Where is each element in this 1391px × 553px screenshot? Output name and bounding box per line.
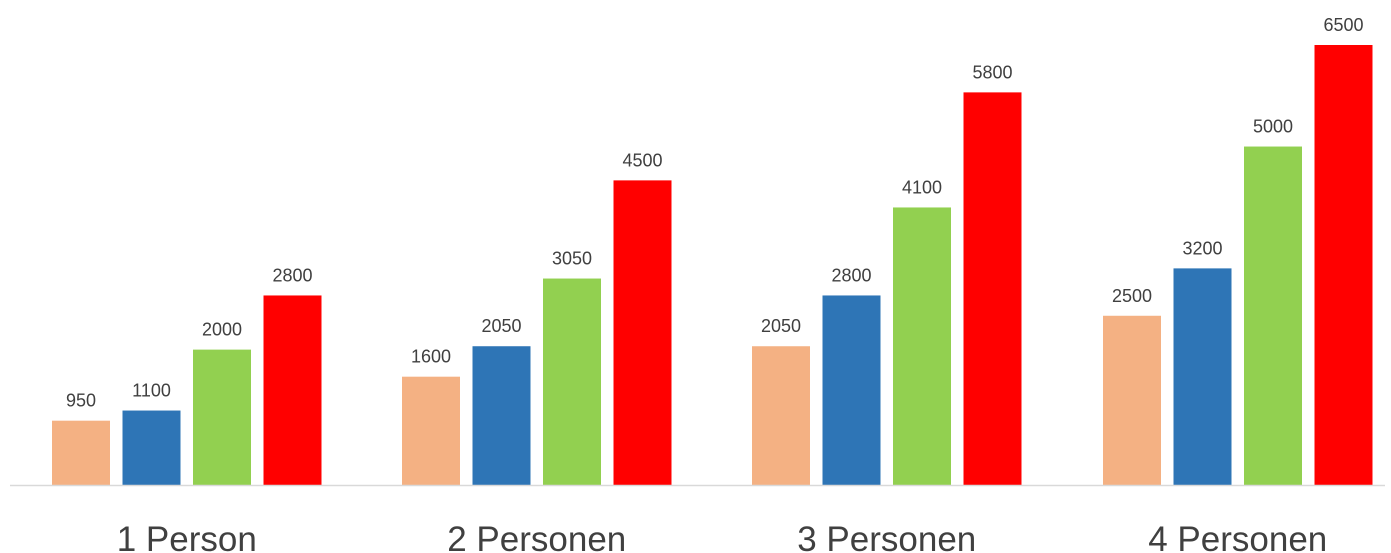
bar-series3-2-personen — [543, 278, 601, 485]
data-label: 2050 — [761, 316, 801, 336]
category-label: 1 Person — [117, 520, 257, 553]
data-label: 1600 — [411, 347, 451, 367]
data-label: 4100 — [902, 177, 942, 197]
data-label: 2800 — [831, 265, 871, 285]
bar-series2-4-personen — [1173, 268, 1232, 485]
bar-series3-4-personen — [1244, 146, 1302, 486]
data-label: 4500 — [622, 150, 662, 170]
bar-series4-1-person — [263, 295, 322, 485]
data-label: 3050 — [552, 249, 592, 269]
data-label: 2500 — [1112, 286, 1152, 306]
bar-series4-4-personen — [1314, 45, 1373, 485]
bar-series1-3-personen — [752, 346, 810, 485]
data-label: 1100 — [132, 381, 171, 401]
data-label: 6500 — [1323, 15, 1363, 35]
bar-series4-2-personen — [613, 180, 672, 485]
data-label: 2800 — [272, 265, 312, 285]
value-labels-layer: 950 1600 2050 2500 1100 2050 2800 3200 2000 3050 4… — [66, 15, 1364, 411]
bar-series3-3-personen — [893, 207, 951, 485]
data-label: 2050 — [481, 316, 521, 336]
bar-series3-1-person — [193, 349, 251, 485]
bar-series1-4-personen — [1103, 315, 1161, 485]
data-label: 5800 — [972, 62, 1012, 82]
category-label: 2 Personen — [447, 520, 626, 553]
category-label: 4 Personen — [1148, 520, 1327, 553]
bar-series2-1-person — [122, 410, 181, 485]
bar-series4-3-personen — [963, 92, 1022, 485]
data-label: 2000 — [202, 320, 242, 340]
data-label: 3200 — [1182, 238, 1222, 258]
bar-series2-3-personen — [822, 295, 881, 485]
bars-layer — [52, 45, 1373, 486]
category-label: 3 Personen — [797, 520, 976, 553]
bar-series2-2-personen — [472, 346, 531, 485]
bar-series1-2-personen — [402, 376, 460, 485]
data-label: 950 — [66, 391, 96, 411]
bar-series1-1-person — [52, 420, 110, 485]
data-label: 5000 — [1253, 117, 1293, 137]
category-labels-layer: 1 Person 2 Personen 3 Personen 4 Personen — [117, 520, 1328, 553]
